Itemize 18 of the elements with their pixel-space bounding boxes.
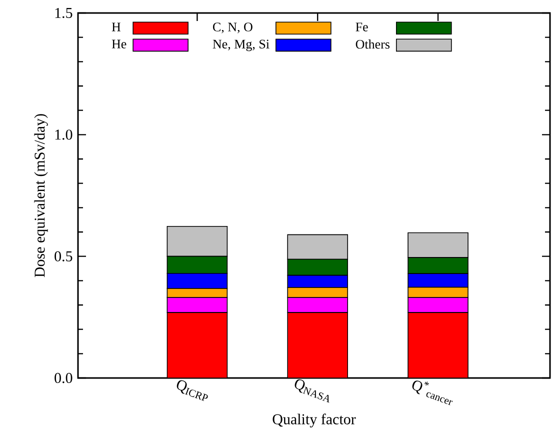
legend-label: C, N, O: [213, 22, 252, 34]
x-tick-label: Q$_{ICRP}$: [176, 380, 208, 402]
legend-label: Ne, Mg, Si: [212, 40, 270, 52]
legend-label: Fe: [356, 22, 368, 32]
y-axis-title: Dose equivalent (mSv/day): [34, 114, 48, 278]
legend-label: Others: [356, 40, 390, 49]
bar: [166, 312, 228, 378]
x-tick-label: Q$_{NASA}$: [294, 379, 330, 403]
y-tick-label: 0.0: [54, 372, 72, 384]
y-tick-label: 1.5: [55, 8, 72, 18]
y-tick-label: 1.0: [55, 130, 72, 140]
x-tick-label: Q$^{*}$cancer: [412, 380, 453, 406]
bar: [287, 312, 348, 378]
legend-label: He: [112, 40, 126, 48]
legend-label: H: [112, 22, 121, 32]
y-tick-label: 0.5: [54, 251, 72, 262]
bar: [408, 312, 468, 378]
x-axis-title: Quality factor: [272, 414, 356, 428]
